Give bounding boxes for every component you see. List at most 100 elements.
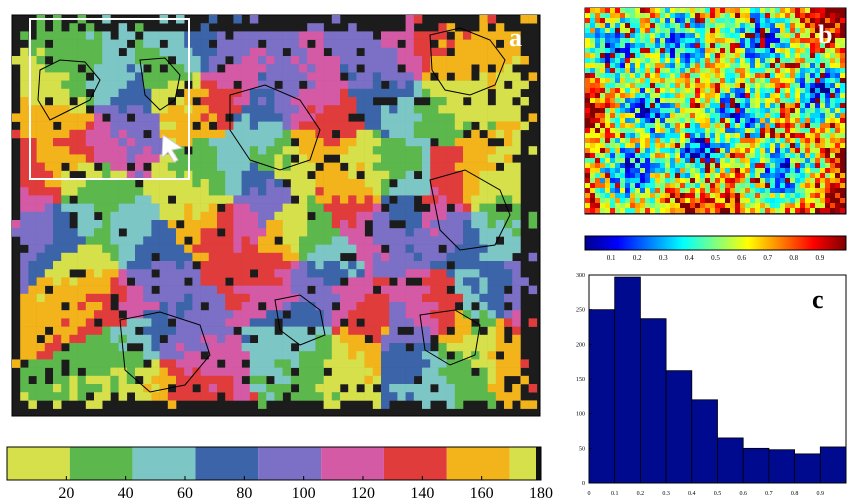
map-a-cell xyxy=(290,146,300,155)
map-a-cell xyxy=(487,334,497,344)
map-b-cell xyxy=(805,158,811,164)
map-a-cell xyxy=(479,392,488,401)
map-a-cell xyxy=(413,359,423,368)
map-b-cell xyxy=(610,158,616,164)
map-a-cell xyxy=(397,367,406,377)
map-a-cell xyxy=(61,261,70,270)
map-a-cell xyxy=(274,97,283,106)
map-a-cell xyxy=(463,351,472,360)
map-b-cell xyxy=(810,203,816,209)
map-b-cell xyxy=(750,58,756,64)
map-b-cell xyxy=(755,73,761,79)
map-a-cell xyxy=(299,220,308,229)
map-b-cell xyxy=(835,158,841,164)
map-a-cell xyxy=(184,367,193,377)
map-b-cell xyxy=(780,133,786,139)
map-a-cell xyxy=(446,302,456,311)
histogram-x-tick-label: 0.7 xyxy=(765,491,773,497)
map-b-cell xyxy=(740,138,746,144)
map-b-cell xyxy=(760,113,766,119)
map-a-cell xyxy=(487,170,497,180)
map-b-cell xyxy=(620,123,626,129)
map-a-cell xyxy=(274,343,283,352)
map-a-cell xyxy=(184,261,193,270)
map-b-cell xyxy=(585,88,591,94)
map-a-cell xyxy=(315,203,324,213)
map-b-cell xyxy=(800,133,806,139)
map-a-cell xyxy=(143,302,152,311)
map-b-cell xyxy=(595,63,601,69)
map-a-cell xyxy=(28,269,37,278)
map-b-cell xyxy=(685,103,691,109)
map-b-cell xyxy=(705,138,711,144)
map-a-cell xyxy=(217,187,226,196)
map-a-cell xyxy=(118,64,128,73)
histogram-bar xyxy=(768,449,796,484)
map-a-cell xyxy=(282,252,292,262)
map-b-cell xyxy=(755,173,761,179)
map-b-cell xyxy=(735,103,741,109)
map-a-cell xyxy=(323,334,333,344)
map-b-cell xyxy=(605,173,611,179)
map-b-cell xyxy=(670,173,676,179)
map-b-cell xyxy=(710,153,716,159)
map-a-cell xyxy=(28,39,37,49)
map-a-cell xyxy=(422,261,431,270)
map-a-cell xyxy=(299,47,308,57)
map-a-cell xyxy=(159,129,169,139)
map-a-cell xyxy=(61,121,70,131)
map-a-cell xyxy=(381,146,390,155)
map-a-cell xyxy=(249,310,259,319)
map-b-cell xyxy=(815,83,821,89)
map-a-cell xyxy=(192,318,201,327)
map-a-cell xyxy=(94,64,103,73)
map-b-cell xyxy=(775,73,781,79)
map-a-cell xyxy=(53,47,62,57)
map-a-cell xyxy=(290,293,300,303)
map-a-cell xyxy=(192,195,201,204)
map-b-cell xyxy=(595,13,601,19)
map-a-cell xyxy=(307,31,316,40)
map-a-cell xyxy=(69,162,78,172)
map-b-cell xyxy=(655,158,661,164)
map-b-cell xyxy=(820,148,826,154)
map-b-cell xyxy=(800,33,806,39)
map-a-cell xyxy=(28,203,37,213)
map-b-cell xyxy=(780,178,786,184)
map-a-cell xyxy=(94,244,103,254)
map-b-cell xyxy=(745,173,751,179)
map-a-cell xyxy=(53,302,62,311)
map-a-cell xyxy=(184,203,193,213)
map-a-cell xyxy=(381,351,390,360)
map-b-cell xyxy=(775,88,781,94)
map-a-cell xyxy=(487,269,497,278)
map-b-cell xyxy=(660,193,666,199)
map-b-cell xyxy=(585,73,591,79)
map-b-cell xyxy=(775,128,781,134)
map-b-cell xyxy=(630,123,636,129)
colorbar-a-swatch xyxy=(7,447,70,480)
map-a-cell xyxy=(348,261,357,270)
map-a-cell xyxy=(381,367,390,377)
map-b-cell xyxy=(815,88,821,94)
map-a-cell xyxy=(118,31,128,40)
map-b-cell xyxy=(770,158,776,164)
map-a-cell xyxy=(299,162,308,172)
map-a-cell xyxy=(307,392,316,401)
map-a-cell xyxy=(167,334,177,344)
map-a-cell xyxy=(249,31,259,40)
map-b-cell xyxy=(740,208,746,214)
map-a-cell xyxy=(274,64,283,73)
map-a-cell xyxy=(331,343,341,352)
map-a-cell xyxy=(233,261,242,270)
map-a-cell xyxy=(471,138,480,147)
colorbar-b-tick-label: 0.2 xyxy=(633,254,642,262)
map-b-cell xyxy=(750,153,756,159)
map-b-cell xyxy=(590,13,596,19)
map-a-cell xyxy=(233,39,242,49)
map-a-cell xyxy=(274,277,283,286)
map-a-cell xyxy=(274,310,283,319)
map-a-cell xyxy=(118,293,128,303)
map-b-cell xyxy=(680,18,686,24)
map-b-cell xyxy=(790,38,796,44)
